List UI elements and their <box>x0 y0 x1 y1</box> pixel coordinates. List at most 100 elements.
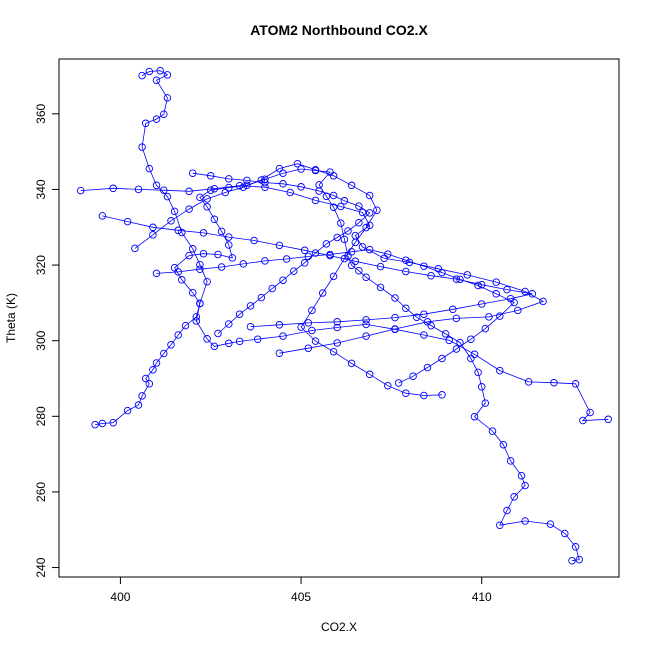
data-point <box>192 317 201 325</box>
data-point <box>304 319 313 327</box>
data-point <box>561 529 569 538</box>
data-point <box>167 341 175 349</box>
data-point <box>474 368 482 377</box>
series-4 <box>188 169 374 338</box>
data-point <box>210 215 219 224</box>
data-point <box>481 399 490 407</box>
data-point <box>477 280 486 289</box>
data-point <box>456 275 464 284</box>
data-point <box>463 271 472 279</box>
data-point <box>178 228 186 237</box>
data-point <box>196 260 204 269</box>
y-tick-label: 280 <box>34 406 48 426</box>
data-point <box>365 370 374 379</box>
data-point <box>467 335 475 343</box>
data-point <box>160 110 168 118</box>
data-point <box>203 195 211 203</box>
data-point <box>257 176 266 184</box>
series-0 <box>91 165 584 565</box>
data-point <box>481 324 490 333</box>
data-point <box>344 227 352 235</box>
data-point <box>452 345 461 353</box>
data-point <box>329 172 338 180</box>
data-point <box>196 299 204 308</box>
data-point <box>160 349 168 358</box>
y-tick-label: 320 <box>34 255 48 275</box>
data-point <box>524 378 533 386</box>
data-point <box>149 231 157 239</box>
data-point <box>214 329 222 338</box>
data-point <box>474 281 482 290</box>
data-point <box>373 206 381 214</box>
data-point <box>225 233 233 241</box>
plot-frame <box>58 58 620 578</box>
data-point <box>199 249 208 258</box>
data-point <box>250 236 258 245</box>
data-point <box>109 184 117 193</box>
data-point <box>514 306 522 315</box>
data-point <box>337 219 345 227</box>
data-point <box>196 265 204 273</box>
data-point <box>517 471 526 480</box>
data-point <box>420 391 428 400</box>
data-point <box>304 344 313 352</box>
data-point <box>297 183 305 191</box>
data-point <box>391 313 399 322</box>
data-point <box>510 493 518 501</box>
data-point <box>470 412 479 421</box>
data-point <box>575 555 584 564</box>
data-point <box>391 294 399 302</box>
chart-title: ATOM2 Northbound CO2.X <box>250 22 428 38</box>
x-axis: 400 405 410 <box>110 577 492 604</box>
data-point <box>149 366 157 374</box>
data-point <box>423 318 432 326</box>
data-point <box>152 269 161 278</box>
data-point <box>384 250 392 258</box>
data-point <box>300 259 309 267</box>
series-line <box>141 70 609 421</box>
data-point <box>98 419 107 428</box>
data-point <box>279 169 287 177</box>
data-point <box>235 337 244 346</box>
data-point <box>163 192 172 201</box>
data-point <box>510 298 518 307</box>
data-point <box>253 335 262 343</box>
data-point <box>503 285 511 294</box>
data-point <box>196 193 204 202</box>
data-point <box>246 302 255 310</box>
series-1 <box>138 66 612 425</box>
data-point <box>109 418 117 427</box>
data-point <box>174 268 182 276</box>
data-point <box>333 233 341 242</box>
data-point <box>488 427 497 435</box>
data-point <box>311 337 320 345</box>
data-point <box>235 310 244 318</box>
data-point <box>261 183 269 191</box>
data-point <box>290 267 298 275</box>
data-point <box>347 181 356 190</box>
data-point <box>138 392 146 400</box>
data-point <box>206 186 215 194</box>
data-point <box>76 186 85 195</box>
y-tick-label: 240 <box>34 557 48 577</box>
y-axis: 240 260 280 300 320 340 360 <box>34 103 59 578</box>
data-point <box>445 336 453 345</box>
data-point <box>246 322 255 331</box>
data-point <box>160 186 168 194</box>
data-point <box>521 287 529 296</box>
data-point <box>423 363 432 372</box>
data-point <box>315 181 323 189</box>
data-point <box>217 227 226 236</box>
data-point <box>188 288 197 297</box>
y-axis-label: Theta (K) <box>4 293 18 343</box>
data-point <box>152 359 161 367</box>
data-point <box>185 205 193 213</box>
data-point <box>178 276 186 284</box>
data-point <box>521 481 529 490</box>
data-point <box>347 261 356 270</box>
data-point <box>318 289 327 297</box>
data-point <box>300 246 309 255</box>
data-point <box>214 250 222 259</box>
data-point <box>311 249 320 257</box>
data-point <box>355 266 363 275</box>
